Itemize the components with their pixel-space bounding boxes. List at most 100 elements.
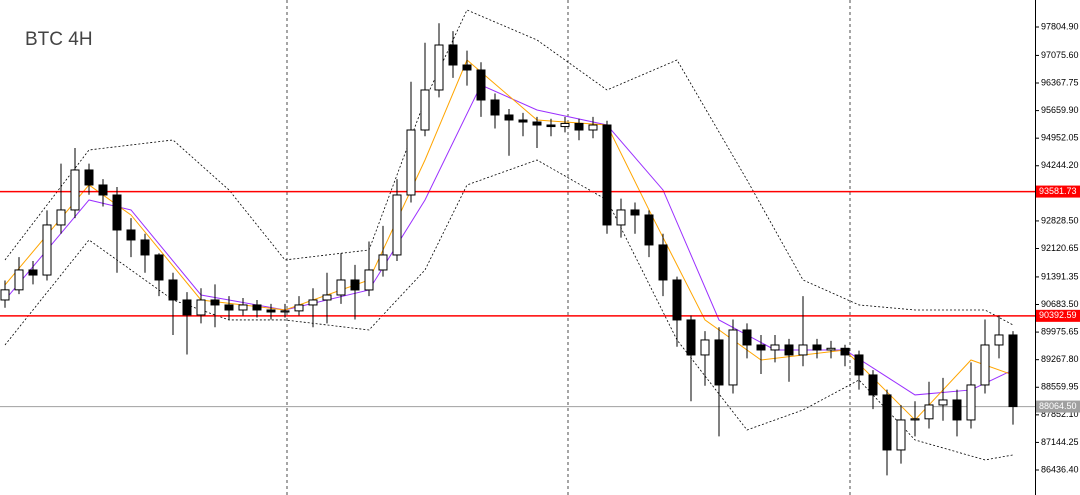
- y-tick-label: 95659.90: [1041, 105, 1079, 115]
- y-tick-label: 96367.75: [1041, 77, 1079, 87]
- candle-body: [910, 418, 920, 421]
- price-level-box: [1036, 400, 1080, 413]
- candle-body: [56, 209, 66, 226]
- candle-body: [462, 64, 472, 71]
- candle-body: [518, 119, 528, 123]
- candle-body: [672, 279, 682, 321]
- candle-body: [854, 354, 864, 376]
- candle-body: [42, 224, 52, 276]
- candle-body: [588, 124, 598, 131]
- candle-body: [70, 169, 80, 211]
- candle-body: [728, 329, 738, 386]
- candle-body: [560, 122, 570, 128]
- candle-body: [476, 69, 486, 101]
- indicator-line: [4, 84, 1014, 396]
- candle-body: [140, 239, 150, 256]
- candle-body: [798, 344, 808, 356]
- candle-body: [196, 299, 206, 316]
- candle-body: [392, 194, 402, 256]
- candle-body: [630, 209, 640, 216]
- candle-body: [980, 344, 990, 386]
- price-level-box: [1036, 185, 1080, 198]
- candle-body: [700, 339, 710, 356]
- candle-body: [0, 289, 10, 301]
- candle-body: [784, 344, 794, 356]
- candle-body: [644, 214, 654, 246]
- candle-body: [266, 309, 276, 313]
- y-tick-label: 91391.35: [1041, 271, 1079, 281]
- candle-body: [756, 344, 766, 351]
- candle-body: [938, 399, 948, 406]
- y-tick-label: 97804.90: [1041, 21, 1079, 31]
- candle-body: [1008, 334, 1018, 408]
- candle-body: [434, 44, 444, 91]
- candle-body: [714, 339, 724, 386]
- price-level-label: 90392.59: [1039, 310, 1077, 320]
- candle-body: [224, 304, 234, 311]
- candle-body: [924, 404, 934, 420]
- price-level-label: 93581.73: [1039, 186, 1077, 196]
- candle-body: [602, 124, 612, 226]
- y-tick-label: 87144.25: [1041, 437, 1079, 447]
- indicator-line: [4, 159, 1014, 461]
- y-tick-label: 90683.50: [1041, 299, 1079, 309]
- candle-body: [182, 299, 192, 316]
- candle-body: [770, 344, 780, 351]
- price-level-label: 88064.50: [1039, 401, 1077, 411]
- candle-body: [420, 89, 430, 131]
- y-tick-label: 87852.10: [1041, 409, 1079, 419]
- candle-body: [98, 184, 108, 196]
- candle-body: [882, 394, 892, 451]
- candle-body: [840, 347, 850, 356]
- candle-body: [28, 269, 38, 276]
- candle-body: [686, 319, 696, 356]
- candle-body: [84, 169, 94, 186]
- candle-body: [154, 254, 164, 281]
- candle-body: [322, 294, 332, 301]
- candle-body: [126, 229, 136, 241]
- candle-body: [336, 279, 346, 296]
- candle-body: [238, 304, 248, 311]
- price-level-box: [1036, 309, 1080, 322]
- candle-body: [14, 269, 24, 291]
- candle-body: [826, 347, 836, 351]
- indicator-line: [4, 9, 1014, 326]
- y-tick-label: 88559.95: [1041, 382, 1079, 392]
- candle-body: [252, 304, 262, 311]
- candle-body: [896, 419, 906, 451]
- y-tick-label: 89975.65: [1041, 326, 1079, 336]
- candle-body: [868, 374, 878, 396]
- candle-body: [168, 279, 178, 301]
- candle-body: [994, 334, 1004, 346]
- candle-body: [952, 399, 962, 421]
- candle-body: [364, 269, 374, 291]
- candle-body: [574, 122, 584, 131]
- candle-body: [658, 244, 668, 281]
- y-tick-label: 86436.40: [1041, 464, 1079, 474]
- candle-body: [112, 194, 122, 231]
- y-tick-label: 89267.80: [1041, 354, 1079, 364]
- candle-body: [490, 99, 500, 116]
- candle-body: [308, 299, 318, 306]
- candle-body: [294, 304, 304, 312]
- candle-body: [616, 209, 626, 226]
- candle-body: [532, 121, 542, 126]
- chart-title: BTC 4H: [25, 29, 93, 50]
- y-tick-label: 92120.65: [1041, 243, 1079, 253]
- y-tick-label: 94952.05: [1041, 133, 1079, 143]
- candle-body: [448, 44, 458, 66]
- y-tick-label: 97075.60: [1041, 50, 1079, 60]
- candle-body: [406, 129, 416, 196]
- candle-body: [504, 114, 514, 121]
- y-tick-label: 94244.20: [1041, 160, 1079, 170]
- candle-body: [966, 384, 976, 421]
- candle-body: [210, 299, 220, 306]
- candle-body: [546, 124, 556, 128]
- candle-body: [812, 344, 822, 351]
- candle-body: [742, 329, 752, 346]
- candle-body: [350, 279, 360, 291]
- y-tick-label: 92828.50: [1041, 215, 1079, 225]
- candle-body: [378, 254, 388, 271]
